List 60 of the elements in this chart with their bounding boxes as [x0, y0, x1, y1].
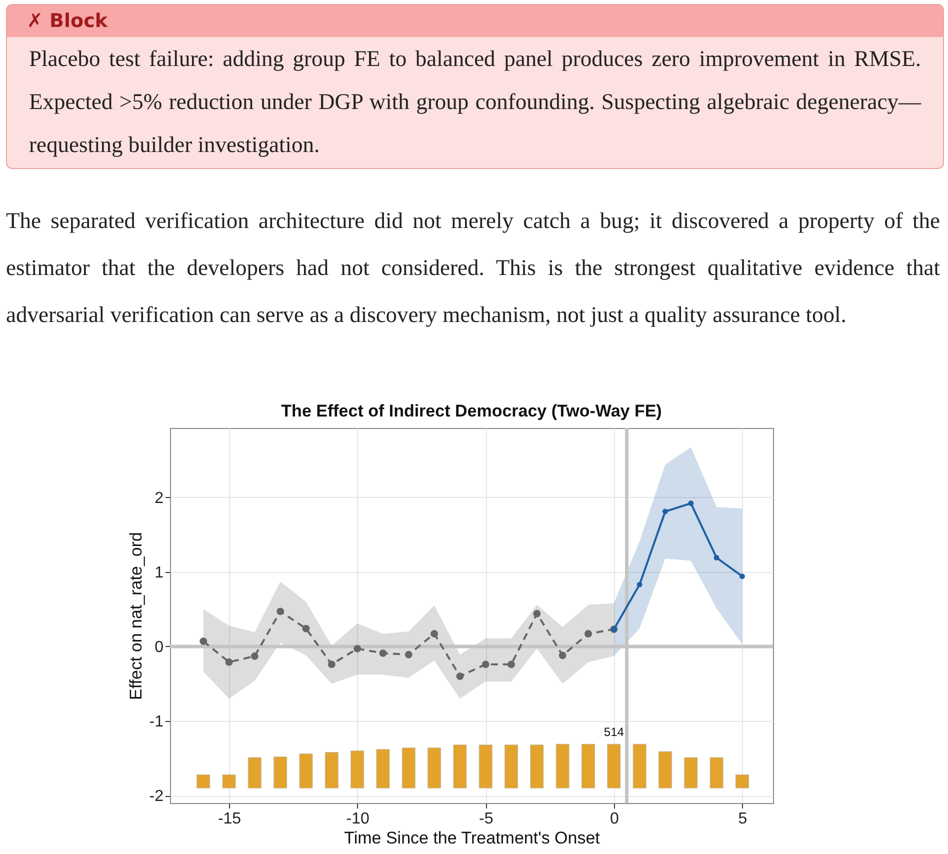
point — [508, 660, 515, 668]
bar — [222, 774, 236, 788]
point — [636, 582, 642, 588]
x-tick-label: -10 — [346, 810, 370, 828]
bar — [376, 749, 390, 788]
bar — [735, 774, 749, 788]
bar — [607, 744, 621, 788]
y-tick-label: 2 — [154, 490, 164, 507]
y-tick-label: 0 — [154, 638, 164, 656]
text: The separated verification architecture did not merely catch a bug; it discovered a property of the estimator that the developers had not considered. This is the strongest qualitative evidence that adversarial verification can serve as a discovery mechanism, not just a quality assurance tool. — [6, 207, 940, 329]
bar — [632, 744, 646, 788]
x-axis-title: Time Since the Treatment's Onset — [344, 828, 600, 848]
y-tick-label: -1 — [149, 713, 164, 730]
bar — [478, 744, 492, 788]
point — [558, 652, 566, 660]
bar — [248, 757, 262, 788]
point — [354, 644, 362, 652]
point — [379, 649, 387, 657]
bar — [710, 757, 724, 788]
bar — [350, 750, 364, 788]
bar — [299, 754, 313, 788]
point — [584, 630, 592, 638]
bar — [428, 748, 442, 788]
point — [662, 508, 668, 514]
point — [250, 652, 258, 660]
x-tick-label: 5 — [738, 810, 748, 828]
bar — [274, 756, 288, 788]
point — [276, 608, 284, 616]
bar — [402, 748, 416, 788]
bar — [504, 744, 518, 788]
point — [688, 500, 694, 506]
annotation: 514 — [604, 725, 624, 740]
point — [482, 660, 490, 668]
y-tick-label: -2 — [149, 788, 164, 806]
point — [739, 574, 745, 580]
bar — [556, 744, 570, 788]
point — [533, 610, 541, 618]
point — [456, 672, 464, 680]
point — [200, 638, 208, 645]
point — [714, 554, 720, 560]
y-axis-title: Effect on nat_rate_ord — [126, 532, 146, 700]
bar — [530, 744, 544, 788]
point — [302, 624, 310, 632]
bar — [582, 744, 595, 788]
point — [430, 630, 438, 638]
bar — [658, 751, 672, 788]
bar — [453, 744, 467, 788]
x-tick-label: -5 — [478, 810, 494, 828]
point — [404, 650, 412, 658]
chart-title: The Effect of Indirect Democracy (Two-Way FE) — [281, 401, 662, 420]
x-tick-label: -15 — [218, 810, 242, 828]
bar — [196, 774, 210, 788]
text: ✗ Block — [7, 5, 943, 37]
point — [328, 660, 336, 668]
text: Placebo test failure: adding group FE to balanced panel produces zero improvement in RMSE. Expected >5% reduction under DGP with group confounding. Suspecting algebraic degeneracy—requesting builder investigation. — [28, 45, 922, 159]
y-tick-label: 1 — [154, 564, 164, 582]
bar — [324, 752, 338, 788]
bar — [684, 757, 698, 788]
point — [225, 658, 233, 666]
x-tick-label: 0 — [610, 810, 619, 828]
